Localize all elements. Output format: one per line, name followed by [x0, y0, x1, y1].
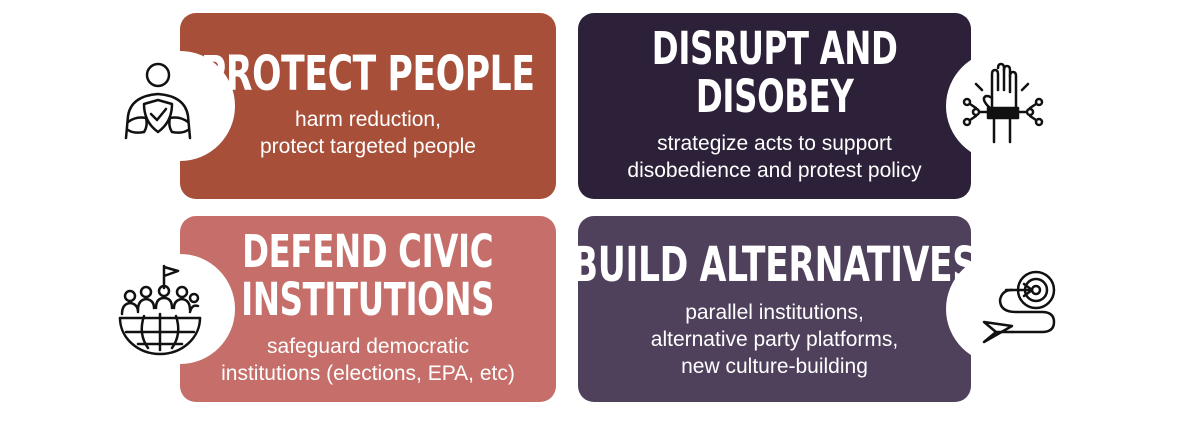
- card-description: harm reduction, protect targeted people: [260, 107, 476, 158]
- card-title: DEFEND CIVIC INSTITUTIONS: [241, 225, 495, 326]
- icon-notch: [125, 254, 235, 364]
- card-description: parallel institutions, alternative party…: [650, 300, 899, 378]
- card-title: DISRUPT AND DISOBEY: [651, 22, 898, 123]
- target-path-paper-plane-icon: [972, 268, 1062, 352]
- card-build-alternatives: BUILD ALTERNATIVES parallel institutions…: [572, 216, 977, 402]
- raised-fist-broken-chains-icon: [960, 60, 1044, 144]
- card-description: safeguard democratic institutions (elect…: [221, 335, 515, 386]
- card-defend-civic-institutions: DEFEND CIVIC INSTITUTIONS safeguard demo…: [180, 216, 556, 402]
- card-description: strategize acts to support disobedience …: [627, 132, 922, 183]
- globe-community-flag-icon: [114, 262, 204, 356]
- card-protect-people: PROTECT PEOPLE harm reduction, protect t…: [180, 13, 556, 199]
- card-title: PROTECT PEOPLE: [201, 46, 535, 102]
- person-shield-icon: [118, 60, 202, 150]
- card-title: BUILD ALTERNATIVES: [571, 237, 978, 293]
- card-disrupt-and-disobey: DISRUPT AND DISOBEY strategize acts to s…: [578, 13, 971, 199]
